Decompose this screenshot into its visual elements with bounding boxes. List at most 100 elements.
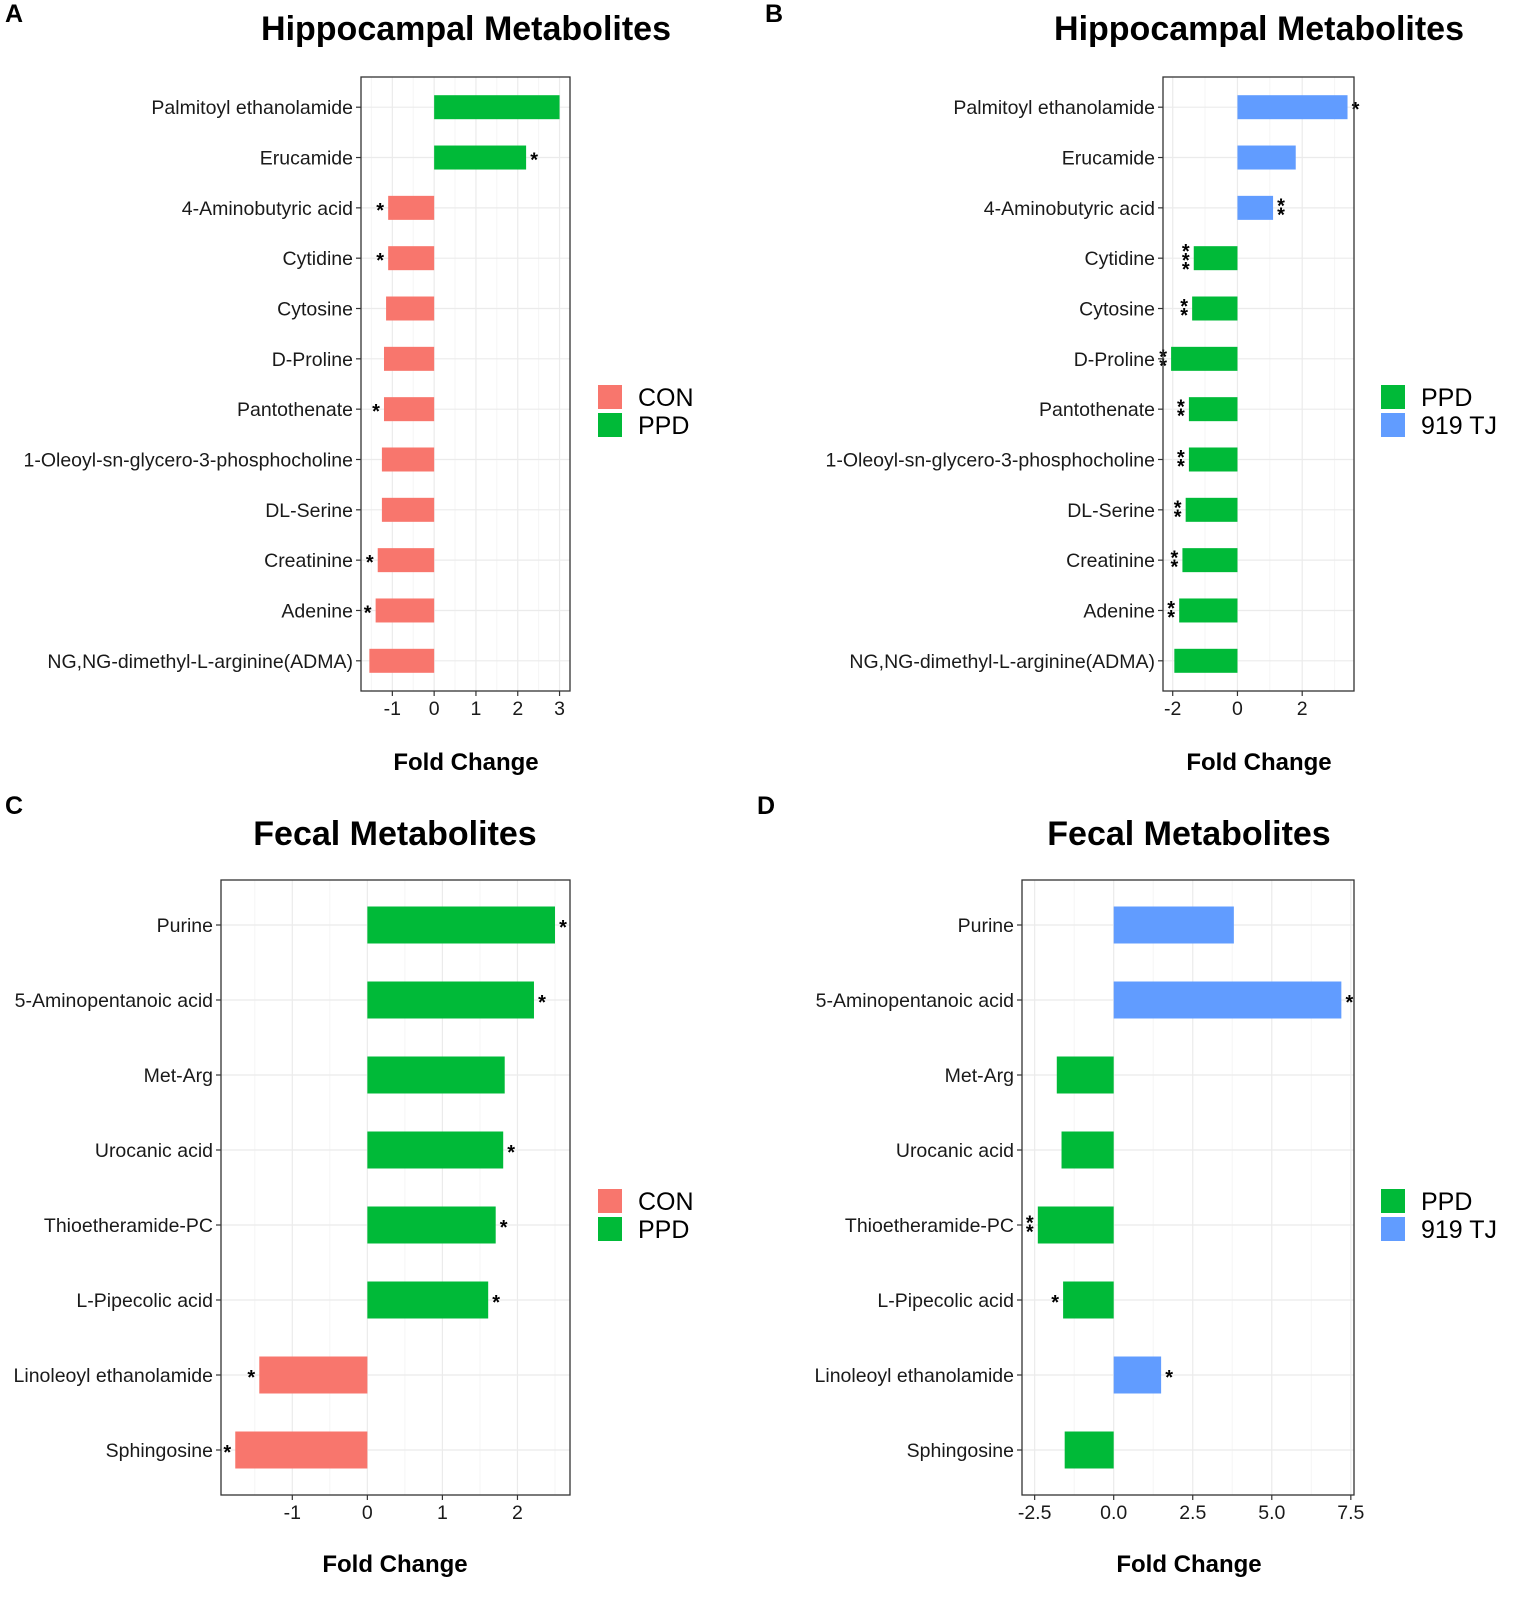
- significance-label: *: [1167, 607, 1175, 629]
- significance-label: *: [1171, 557, 1179, 579]
- significance-label: *: [1026, 1222, 1034, 1244]
- legend-swatch: [1381, 385, 1405, 409]
- y-tick-label: Cytosine: [277, 299, 353, 321]
- y-tick-label: 5-Aminopentanoic acid: [15, 990, 213, 1012]
- bar: [388, 195, 435, 220]
- panel-label: C: [5, 792, 23, 820]
- x-tick-label: 2.5: [1179, 1502, 1206, 1524]
- legend-label: PPD: [638, 412, 689, 440]
- bar: [386, 296, 435, 321]
- y-tick-label: 1-Oleoyl-sn-glycero-3-phosphocholine: [825, 449, 1155, 471]
- y-tick-label: Linoleoyl ethanolamide: [14, 1365, 213, 1387]
- panel-label: D: [757, 792, 775, 820]
- y-tick-label: DL-Serine: [265, 500, 353, 522]
- x-tick-label: -1: [284, 1502, 301, 1524]
- y-tick-label: Pantothenate: [237, 399, 353, 421]
- legend-swatch: [598, 385, 622, 409]
- significance-label: *: [1174, 506, 1182, 528]
- y-tick-label: DL-Serine: [1067, 500, 1155, 522]
- y-tick-label: Sphingosine: [907, 1440, 1014, 1462]
- y-tick-label: Creatinine: [1066, 550, 1155, 572]
- x-tick-label: 2: [512, 698, 523, 720]
- legend-swatch: [598, 1189, 622, 1213]
- legend-swatch: [1381, 1189, 1405, 1213]
- significance-label: *: [492, 1292, 500, 1314]
- plot-area: * * * * * * * Purine 5-Aminopentanoic acid Met-Ar…: [14, 879, 571, 1524]
- y-tick-label: Purine: [958, 915, 1014, 937]
- significance-label: *: [1177, 397, 1185, 419]
- bar: [1237, 145, 1296, 170]
- legend-label: CON: [638, 1188, 694, 1216]
- x-tick-label: -1: [384, 698, 401, 720]
- significance-label: *: [1182, 250, 1190, 272]
- bar: [235, 1431, 368, 1469]
- y-tick-label: Erucamide: [1062, 148, 1155, 170]
- bar: [1113, 981, 1342, 1019]
- x-axis-label: Fold Change: [1186, 749, 1331, 776]
- y-tick-label: Sphingosine: [106, 1440, 213, 1462]
- bar: [381, 447, 435, 472]
- bar: [367, 1131, 504, 1169]
- chart-title: Hippocampal Metabolites: [261, 10, 671, 48]
- y-tick-label: Palmitoyl ethanolamide: [151, 97, 353, 119]
- significance-label: *: [366, 552, 374, 574]
- legend-swatch: [1381, 413, 1405, 437]
- panel-d: D Fecal Metabolites Fold Change *****Pur…: [757, 792, 1497, 1578]
- bar: [377, 548, 435, 573]
- bar: [1113, 906, 1234, 944]
- legend-swatch: [598, 413, 622, 437]
- bar: [1179, 598, 1238, 623]
- significance-label: *: [507, 1142, 515, 1164]
- significance-label: *: [1165, 1367, 1173, 1389]
- y-tick-label: Urocanic acid: [95, 1140, 213, 1162]
- y-tick-label: Cytosine: [1079, 299, 1155, 321]
- panel-label: B: [765, 0, 783, 28]
- bar: [1188, 447, 1238, 472]
- significance-label: *: [500, 1217, 508, 1239]
- significance-label: *: [1177, 447, 1185, 469]
- y-tick-label: Met-Arg: [945, 1065, 1014, 1087]
- bar: [375, 598, 435, 623]
- y-tick-label: Cytidine: [283, 248, 353, 270]
- bar: [434, 145, 527, 170]
- y-tick-label: Linoleoyl ethanolamide: [815, 1365, 1014, 1387]
- panel-a: A Hippocampal Metabolites Fold Change **…: [5, 0, 694, 776]
- bar: [367, 1056, 505, 1094]
- legend-label: PPD: [638, 1216, 689, 1244]
- legend-label: CON: [638, 384, 694, 412]
- y-tick-label: D-Proline: [1074, 349, 1155, 371]
- x-tick-label: 0: [1232, 698, 1243, 720]
- bar: [1061, 1131, 1114, 1169]
- significance-label: *: [1167, 598, 1175, 620]
- bar: [434, 95, 560, 120]
- bar: [1056, 1056, 1114, 1094]
- bar: [388, 246, 435, 271]
- y-tick-label: D-Proline: [272, 349, 353, 371]
- y-tick-label: Erucamide: [260, 148, 353, 170]
- bar: [1237, 195, 1274, 220]
- y-tick-label: Adenine: [281, 600, 353, 622]
- bar: [383, 397, 435, 422]
- bar: [367, 981, 534, 1019]
- significance-label: *: [372, 401, 380, 423]
- x-tick-label: 0: [362, 1502, 373, 1524]
- x-tick-label: -2: [1164, 698, 1181, 720]
- significance-label: *: [538, 992, 546, 1014]
- bar: [367, 1281, 489, 1319]
- x-tick-label: 7.5: [1337, 1502, 1364, 1524]
- plot-area: ********************Palmitoyl ethanolami…: [825, 76, 1360, 720]
- significance-label: *: [247, 1367, 255, 1389]
- bar: [1237, 95, 1348, 120]
- significance-label: *: [1174, 497, 1182, 519]
- legend-swatch: [1381, 1217, 1405, 1241]
- x-tick-label: 1: [437, 1502, 448, 1524]
- y-tick-label: Urocanic acid: [896, 1140, 1014, 1162]
- plot-area: * * * * * * Palmitoyl ethanolamide Erucamide 4-A…: [23, 76, 571, 720]
- significance-label: *: [1051, 1292, 1059, 1314]
- legend-label: PPD: [1421, 384, 1472, 412]
